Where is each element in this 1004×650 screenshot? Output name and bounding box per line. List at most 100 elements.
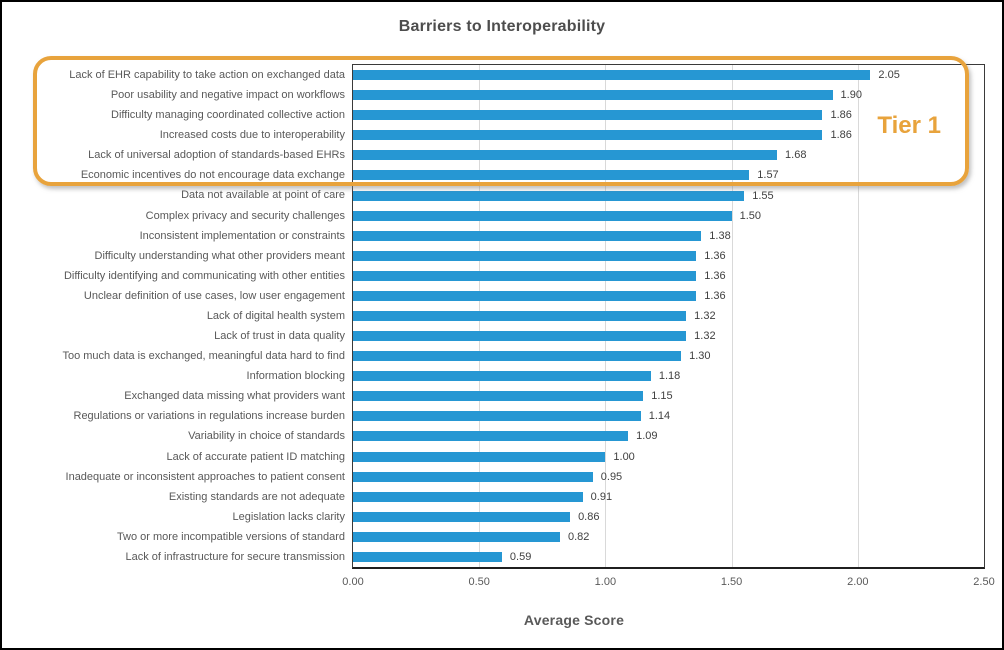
category-label: Increased costs due to interoperability: [159, 129, 345, 142]
x-tick-label: 1.00: [594, 576, 617, 588]
bar-row: 1.30: [353, 346, 984, 366]
bar-row: 0.91: [353, 487, 984, 507]
x-axis-title: Average Score: [523, 612, 625, 628]
category-label: Unclear definition of use cases, low use…: [83, 289, 345, 302]
bar-row: 1.09: [353, 426, 984, 446]
value-label: 1.36: [704, 249, 726, 262]
category-label: Poor usability and negative impact on wo…: [110, 89, 345, 102]
category-label: Complex privacy and security challenges: [145, 209, 345, 222]
category-label: Lack of accurate patient ID matching: [166, 450, 345, 463]
bar: [353, 551, 502, 562]
value-label: 1.14: [648, 410, 671, 423]
bar: [353, 190, 745, 201]
value-label: 1.68: [785, 149, 807, 162]
category-label: Difficulty understanding what other prov…: [94, 249, 346, 262]
bar-row: 1.55: [353, 185, 984, 205]
bar: [353, 531, 560, 542]
x-tick-label: 2.50: [973, 576, 995, 588]
bar-row: 1.18: [353, 366, 984, 386]
x-tick-label: 0.50: [468, 576, 490, 588]
bar: [353, 250, 697, 261]
bar: [353, 471, 593, 482]
category-label: Lack of universal adoption of standards-…: [88, 149, 345, 162]
value-label: 1.30: [689, 350, 711, 363]
bar-row: 1.38: [353, 226, 984, 246]
bar-row: 2.05: [353, 65, 984, 85]
bar: [353, 511, 571, 522]
value-label: 1.36: [704, 289, 726, 302]
bar-row: 1.32: [353, 326, 984, 346]
value-label: 1.86: [830, 109, 852, 122]
category-label: Inadequate or inconsistent approaches to…: [65, 470, 345, 483]
bar: [353, 230, 702, 241]
value-label: 1.15: [651, 390, 673, 403]
bar: [353, 90, 833, 101]
bar: [353, 150, 778, 161]
bar: [353, 270, 697, 281]
value-label: 1.32: [694, 309, 716, 322]
bar: [353, 411, 641, 422]
category-label: Exchanged data missing what providers wa…: [124, 390, 345, 403]
category-label: Existing standards are not adequate: [168, 490, 345, 503]
value-label: 0.86: [578, 510, 600, 523]
bar: [353, 110, 823, 121]
category-label: Lack of digital health system: [206, 309, 345, 322]
value-label: 1.09: [636, 430, 658, 443]
value-label: 0.95: [600, 470, 623, 483]
category-label: Lack of trust in data quality: [214, 330, 345, 343]
bar-row: 1.15: [353, 386, 984, 406]
value-label: 1.50: [739, 209, 762, 222]
value-label: 1.18: [658, 370, 681, 383]
bar-row: 1.00: [353, 447, 984, 467]
value-label: 0.91: [590, 490, 613, 503]
bar: [353, 310, 687, 321]
value-label: 1.55: [752, 189, 774, 202]
category-label: Two or more incompatible versions of sta…: [116, 530, 345, 543]
x-tick-label: 1.50: [720, 576, 743, 588]
bar: [353, 351, 682, 362]
bar-row: 1.36: [353, 286, 984, 306]
bar-row: 1.14: [353, 406, 984, 426]
category-label: Regulations or variations in regulations…: [73, 410, 346, 423]
bar: [353, 371, 651, 382]
bar: [353, 451, 606, 462]
bar-row: 0.82: [353, 527, 984, 547]
value-label: 1.00: [613, 450, 635, 463]
value-label: 0.59: [509, 550, 532, 563]
bar: [353, 130, 823, 141]
bar: [353, 491, 583, 502]
bar: [353, 290, 697, 301]
bar: [353, 70, 871, 81]
plot-area: 2.05 1.90 1.86 1.86 1.68 1.57 1.55 1.50 1.38 1.36…: [352, 64, 985, 569]
bar-row: 1.90: [353, 85, 984, 105]
x-tick-label: 0.00: [342, 576, 364, 588]
category-label: Legislation lacks clarity: [232, 510, 346, 523]
bar: [353, 391, 644, 402]
bar-row: 1.57: [353, 165, 984, 185]
bar-row: 0.59: [353, 547, 984, 567]
bar-row: 1.36: [353, 266, 984, 286]
category-label: Lack of infrastructure for secure transm…: [125, 550, 345, 563]
bar-row: 1.68: [353, 145, 984, 165]
category-label: Difficulty identifying and communicating…: [63, 269, 345, 282]
bar-row: 0.86: [353, 507, 984, 527]
value-label: 1.86: [830, 129, 852, 142]
gridline: [857, 65, 859, 567]
category-label: Economic incentives do not encourage dat…: [80, 169, 345, 182]
bar: [353, 431, 629, 442]
bar-row: 1.86: [353, 125, 984, 145]
bar: [353, 210, 732, 221]
value-label: 1.90: [840, 89, 862, 102]
value-label: 1.32: [694, 330, 716, 343]
value-label: 1.57: [757, 169, 779, 182]
category-label: Information blocking: [246, 370, 345, 383]
category-label: Data not available at point of care: [181, 189, 345, 202]
bar-row: 1.32: [353, 306, 984, 326]
gridline: [731, 65, 733, 567]
category-label: Too much data is exchanged, meaningful d…: [62, 350, 345, 363]
value-label: 1.38: [709, 229, 731, 242]
category-label: Inconsistent implementation or constrain…: [139, 229, 345, 242]
x-tick-label: 2.00: [847, 576, 869, 588]
category-axis: Lack of EHR capability to take action on…: [2, 65, 345, 567]
